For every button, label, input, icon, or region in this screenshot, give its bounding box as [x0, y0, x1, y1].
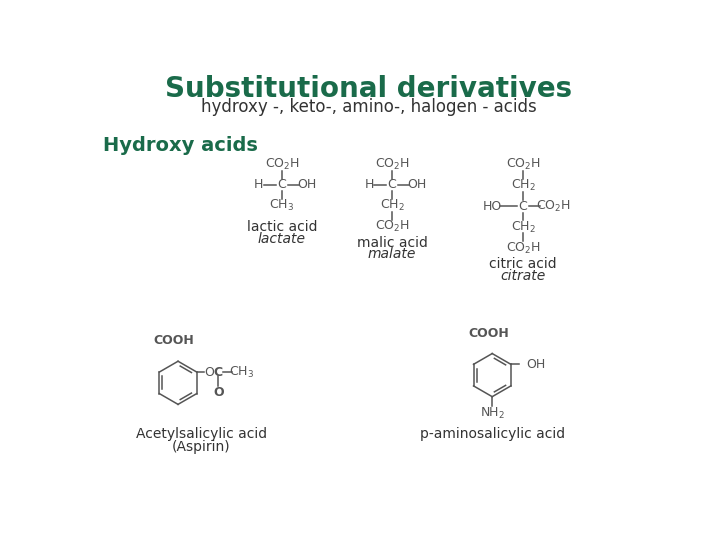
Text: CH$_3$: CH$_3$	[269, 198, 294, 213]
Text: Hydroxy acids: Hydroxy acids	[104, 136, 258, 155]
Text: C: C	[388, 178, 397, 191]
Text: CH$_2$: CH$_2$	[510, 178, 536, 193]
Text: CH$_3$: CH$_3$	[229, 365, 254, 380]
Text: Substitutional derivatives: Substitutional derivatives	[166, 76, 572, 104]
Text: O: O	[204, 366, 214, 379]
Text: malic acid: malic acid	[356, 235, 428, 249]
Text: CO$_2$H: CO$_2$H	[505, 240, 541, 255]
Text: hydroxy -, keto-, amino-, halogen - acids: hydroxy -, keto-, amino-, halogen - acid…	[201, 98, 537, 116]
Text: COOH: COOH	[154, 334, 194, 347]
Text: citrate: citrate	[500, 269, 546, 283]
Text: CO$_2$H: CO$_2$H	[374, 219, 410, 234]
Text: C: C	[278, 178, 287, 191]
Text: p-aminosalicylic acid: p-aminosalicylic acid	[420, 427, 564, 441]
Text: C: C	[518, 200, 527, 213]
Text: OH: OH	[407, 178, 426, 191]
Text: C: C	[214, 366, 222, 379]
Text: (Aspirin): (Aspirin)	[172, 441, 230, 455]
Text: H: H	[254, 178, 264, 191]
Text: lactate: lactate	[258, 232, 306, 246]
Text: CH$_2$: CH$_2$	[510, 220, 536, 235]
Text: CO$_2$H: CO$_2$H	[536, 199, 571, 214]
Text: CO$_2$H: CO$_2$H	[505, 157, 541, 172]
Text: NH$_2$: NH$_2$	[480, 406, 505, 421]
Text: CO$_2$H: CO$_2$H	[264, 157, 300, 172]
Text: OH: OH	[297, 178, 316, 191]
Text: Acetylsalicylic acid: Acetylsalicylic acid	[135, 427, 266, 441]
Text: lactic acid: lactic acid	[247, 220, 318, 234]
Text: CO$_2$H: CO$_2$H	[374, 157, 410, 172]
Text: COOH: COOH	[468, 327, 509, 340]
Text: HO: HO	[482, 200, 502, 213]
Text: O: O	[213, 386, 224, 399]
Text: OH: OH	[526, 358, 546, 371]
Text: H: H	[364, 178, 374, 191]
Text: CH$_2$: CH$_2$	[379, 198, 405, 213]
Text: malate: malate	[368, 247, 416, 261]
Text: citric acid: citric acid	[489, 257, 557, 271]
